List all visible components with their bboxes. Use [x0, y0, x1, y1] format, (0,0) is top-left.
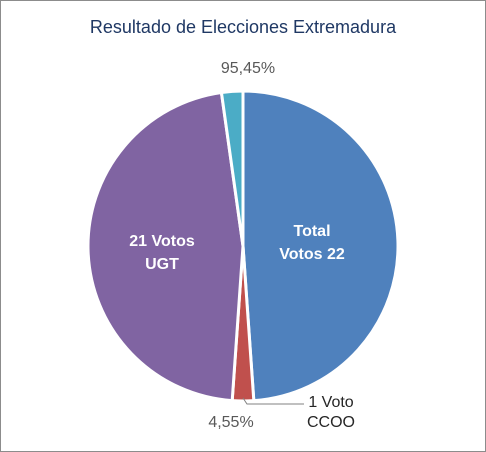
pie-labels: Total Votos 22 21 Votos UGT 1 Voto CCOO 95,45%… — [129, 60, 355, 431]
slice-label-0: Total Votos 22 — [279, 223, 345, 263]
chart-title: Resultado de Elecciones Extremadura — [89, 17, 397, 37]
slice-label-1: 1 Voto CCOO — [307, 394, 355, 431]
annotation-bottom: 4,55% — [208, 414, 253, 431]
slice-leader-1 — [242, 397, 304, 405]
pie-slice-3 — [219, 89, 245, 248]
annotation-top: 95,45% — [221, 60, 275, 77]
slice-label-2: 21 Votos UGT — [129, 233, 195, 273]
pie-slice-2 — [86, 91, 245, 403]
pie-slice-0 — [241, 89, 400, 403]
pie-slices — [86, 89, 400, 403]
